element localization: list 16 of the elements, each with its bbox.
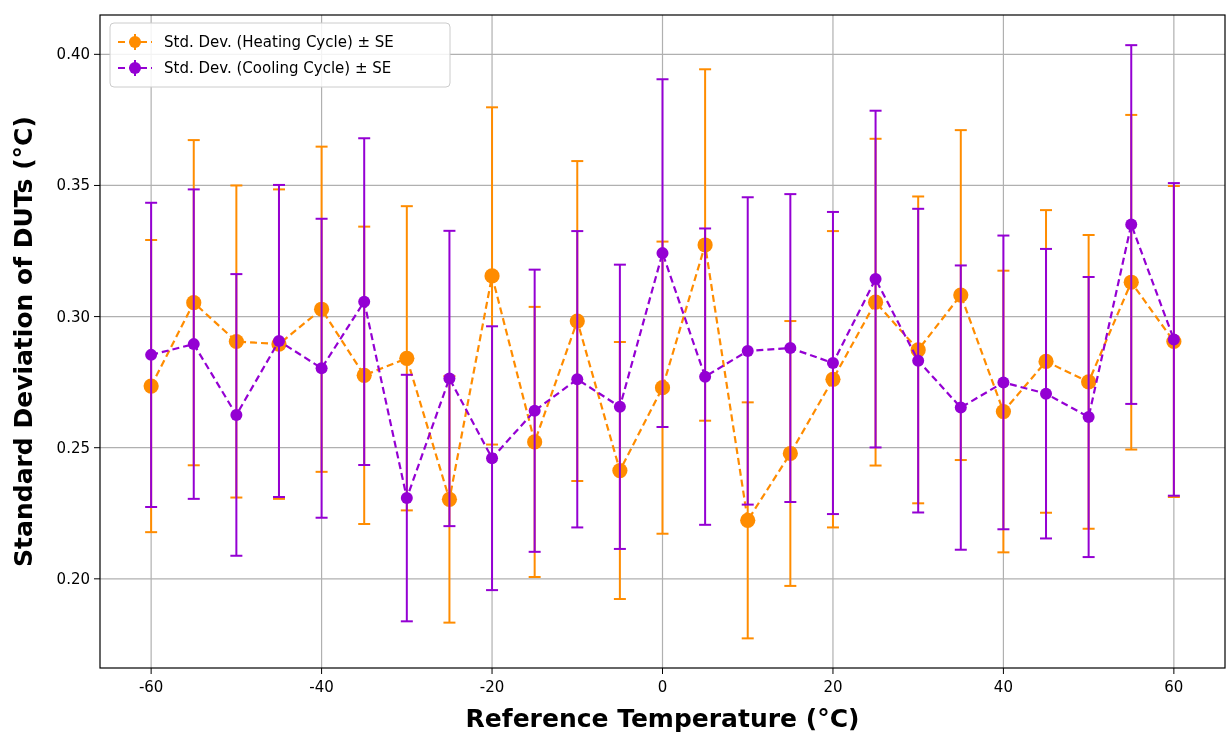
y-tick-label: 0.25 [56, 438, 90, 457]
x-tick-label: -20 [479, 678, 505, 696]
y-axis-title: Standard Deviation of DUTs (°C) [9, 116, 38, 567]
y-tick-label: 0.20 [56, 569, 90, 588]
y-tick-label: 0.30 [56, 307, 90, 326]
x-tick-label: 20 [823, 678, 843, 696]
x-axis-title: Reference Temperature (°C) [465, 704, 860, 733]
legend-label: Std. Dev. (Heating Cycle) ± SE [164, 33, 394, 51]
y-tick-label: 0.35 [56, 176, 90, 195]
x-tick-label: 60 [1164, 678, 1184, 696]
y-tick-label: 0.40 [56, 45, 90, 64]
x-tick-label: -60 [138, 678, 164, 696]
x-tick-label: 40 [993, 678, 1013, 696]
legend-label: Std. Dev. (Cooling Cycle) ± SE [164, 59, 392, 77]
x-tick-label: 0 [657, 678, 668, 696]
x-tick-label: -40 [309, 678, 334, 696]
